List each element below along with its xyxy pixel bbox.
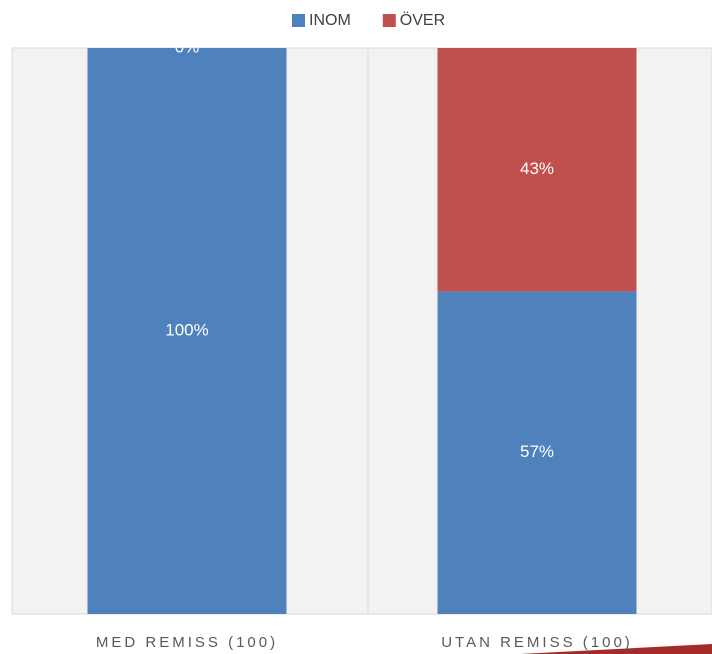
data-label: 100% bbox=[165, 320, 208, 339]
x-tick-label: UTAN REMISS (100) bbox=[441, 634, 633, 651]
legend-swatch bbox=[292, 14, 305, 27]
legend-label: INOM bbox=[309, 12, 351, 29]
plot: 100% 0% 57% 43% bbox=[87, 37, 637, 614]
data-label: 43% bbox=[520, 159, 554, 178]
decoration bbox=[520, 644, 712, 654]
bar-segment bbox=[437, 48, 637, 292]
bar-segment bbox=[437, 291, 637, 614]
legend-swatch bbox=[382, 14, 396, 27]
bar-segment bbox=[87, 48, 287, 614]
data-label: 0% bbox=[175, 37, 200, 56]
legend-label: ÖVER bbox=[400, 11, 445, 29]
x-tick-label: MED REMISS (100) bbox=[96, 634, 278, 651]
data-label: 57% bbox=[520, 442, 554, 461]
